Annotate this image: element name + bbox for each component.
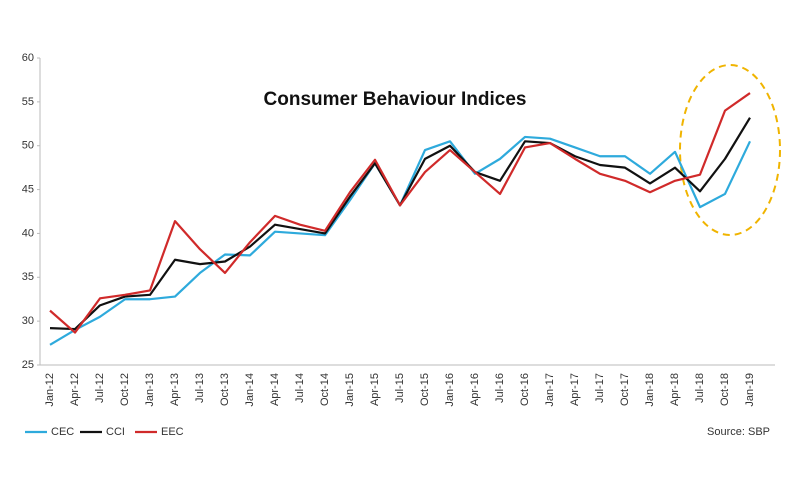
y-tick-label: 40: [22, 227, 34, 239]
x-tick-label: Oct-13: [219, 373, 231, 406]
x-tick-label: Jan-19: [744, 373, 756, 407]
x-tick-label: Jan-16: [444, 373, 456, 407]
x-tick-label: Jul-14: [294, 373, 306, 403]
x-tick-label: Apr-13: [169, 373, 181, 406]
x-tick-label: Oct-12: [119, 373, 131, 406]
y-tick-label: 25: [22, 359, 34, 371]
x-tick-label: Apr-12: [69, 373, 81, 406]
y-tick-label: 30: [22, 315, 34, 327]
x-tick-label: Jan-15: [344, 373, 356, 407]
x-tick-label: Jan-13: [144, 373, 156, 407]
highlight-ellipse: [679, 64, 781, 236]
x-tick-label: Apr-14: [269, 373, 281, 406]
y-tick-label: 60: [22, 52, 34, 64]
x-tick-label: Jul-15: [394, 373, 406, 403]
x-tick-label: Apr-18: [669, 373, 681, 406]
legend-label: CCI: [106, 426, 125, 438]
series-line: [49, 117, 751, 331]
x-tick-label: Apr-17: [569, 373, 581, 406]
y-tick-label: 50: [22, 140, 34, 152]
chart-title: Consumer Behaviour Indices: [264, 89, 527, 110]
series-line: [49, 135, 751, 346]
y-tick-label: 35: [22, 271, 34, 283]
legend-label: CEC: [51, 426, 74, 438]
x-tick-label: Oct-16: [519, 373, 531, 406]
x-tick-label: Apr-16: [469, 373, 481, 406]
x-tick-label: Jan-12: [44, 373, 56, 407]
legend-label: EEC: [161, 426, 184, 438]
x-tick-label: Apr-15: [369, 373, 381, 406]
x-tick-label: Oct-17: [619, 373, 631, 406]
x-tick-label: Oct-15: [419, 373, 431, 406]
x-tick-label: Jul-17: [594, 373, 606, 403]
series-line: [49, 92, 751, 334]
y-tick-label: 55: [22, 96, 34, 108]
y-tick-label: 45: [22, 183, 34, 195]
x-tick-label: Jan-17: [544, 373, 556, 407]
x-tick-label: Jul-16: [494, 373, 506, 403]
x-tick-label: Jul-13: [194, 373, 206, 403]
x-tick-label: Jan-14: [244, 373, 256, 407]
source: Source: SBP: [707, 426, 770, 438]
x-tick-label: Jan-18: [644, 373, 656, 407]
x-tick-label: Jul-12: [94, 373, 106, 403]
x-tick-label: Jul-18: [694, 373, 706, 403]
x-tick-label: Oct-14: [319, 373, 331, 406]
x-tick-label: Oct-18: [719, 373, 731, 406]
